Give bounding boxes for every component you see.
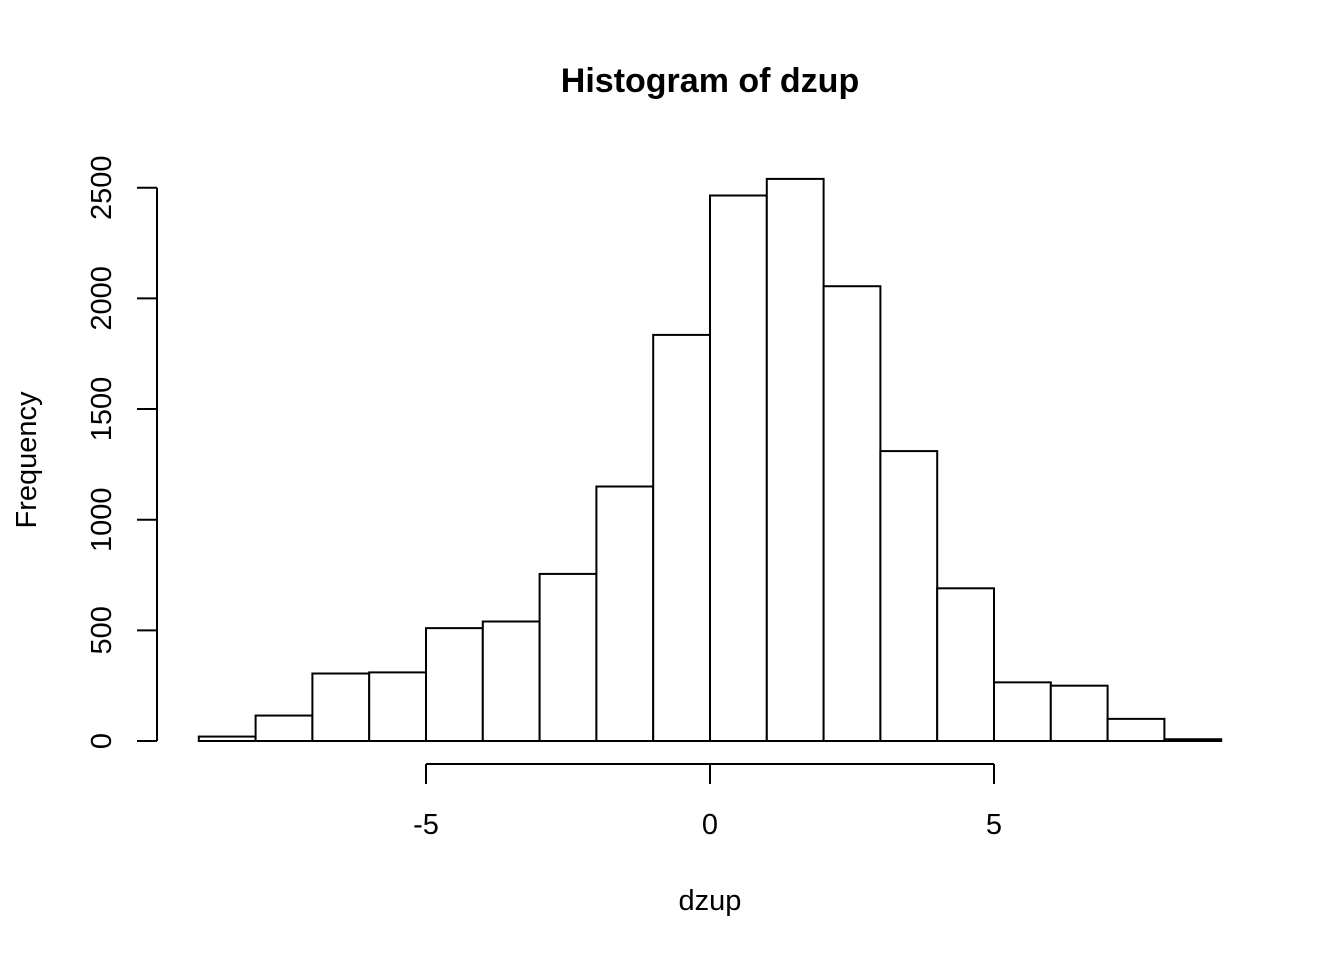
histogram-bar-13 — [936, 587, 996, 742]
histogram-bar-0 — [197, 735, 257, 742]
histogram-bar-14 — [993, 681, 1052, 743]
bars-group — [197, 177, 1223, 743]
y-tick-label: 2500 — [86, 155, 118, 220]
y-tick-label: 2000 — [86, 266, 118, 331]
chart-title: Histogram of dzup — [561, 62, 859, 100]
y-axis: 0 500 1000 1500 2000 2500 — [86, 155, 158, 749]
x-axis: -5 0 5 — [413, 763, 1002, 841]
y-tick-label: 1500 — [86, 377, 118, 442]
histogram-bar-7 — [595, 485, 655, 742]
histogram-bar-10 — [765, 177, 825, 742]
histogram-bar-9 — [709, 194, 768, 743]
y-tick-label: 500 — [86, 606, 118, 654]
histogram-bar-8 — [652, 333, 712, 742]
y-axis-label: Frequency — [11, 391, 43, 529]
histogram-bar-16 — [1106, 717, 1166, 742]
y-tick-label: 0 — [86, 733, 118, 749]
histogram-bar-12 — [879, 450, 939, 742]
y-tick-label: 1000 — [86, 487, 118, 552]
histogram-bar-5 — [481, 620, 541, 742]
x-tick-label: 0 — [702, 809, 718, 841]
histogram-bar-15 — [1049, 684, 1109, 742]
histogram-bar-17 — [1163, 738, 1223, 743]
x-axis-label: dzup — [679, 885, 742, 917]
histogram-bar-1 — [254, 714, 314, 742]
histogram-bar-6 — [538, 572, 598, 743]
histogram-bar-2 — [311, 672, 371, 742]
x-tick-label: -5 — [413, 809, 439, 841]
histogram-bar-11 — [822, 285, 882, 742]
histogram-bar-3 — [368, 671, 428, 742]
x-tick-label: 5 — [986, 809, 1002, 841]
histogram-bar-4 — [425, 627, 484, 743]
